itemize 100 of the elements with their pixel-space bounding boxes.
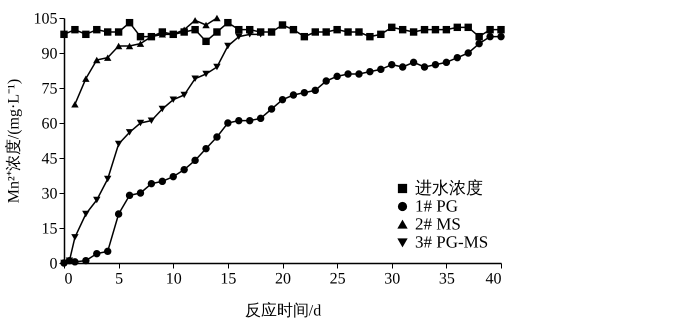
y-axis-title: Mn²⁺浓度/(mg·L⁻¹) (4, 78, 22, 204)
point (136, 32, 144, 40)
point (148, 117, 156, 124)
point (202, 70, 210, 78)
point (104, 176, 112, 182)
point (366, 68, 374, 76)
point (333, 26, 341, 34)
point (300, 88, 308, 96)
point (180, 166, 188, 174)
x-tick-label: 5 (115, 270, 124, 288)
point (268, 105, 276, 113)
point (377, 30, 385, 38)
point (148, 180, 156, 188)
point (82, 30, 90, 38)
point (158, 28, 166, 36)
point (180, 92, 188, 98)
y-tick-label: 105 (34, 10, 58, 28)
point (432, 26, 440, 34)
point (93, 56, 100, 64)
point (191, 17, 199, 24)
point (312, 28, 319, 36)
point (191, 75, 199, 82)
legend-label: 2# MS (415, 214, 461, 234)
x-axis-title: 反应时间/d (244, 302, 322, 320)
point (235, 33, 243, 40)
point (322, 77, 330, 85)
point (82, 256, 90, 264)
y-tick-label: 90 (42, 46, 58, 62)
point (136, 40, 144, 47)
point (224, 119, 232, 127)
y-tick-label: 15 (42, 220, 58, 238)
point (398, 63, 406, 71)
point (235, 26, 243, 34)
point (170, 172, 177, 180)
point (71, 26, 79, 34)
point (388, 24, 396, 32)
point (497, 32, 505, 40)
point (93, 196, 100, 204)
point (486, 32, 494, 40)
point (486, 26, 494, 34)
point (497, 26, 505, 34)
point (158, 106, 166, 112)
point (82, 75, 90, 82)
x-tick-label: 15 (220, 270, 236, 288)
point (388, 60, 396, 68)
point (246, 31, 254, 38)
point (475, 40, 483, 48)
point (202, 38, 210, 46)
point (464, 24, 472, 32)
point (464, 49, 472, 57)
point (377, 66, 385, 74)
point (300, 32, 308, 40)
y-tick-label: 60 (42, 116, 58, 132)
point (202, 22, 210, 28)
point (104, 248, 112, 256)
y-tick-label: 45 (42, 150, 58, 168)
point (213, 14, 221, 22)
point (180, 28, 188, 36)
point (420, 26, 428, 34)
point (333, 72, 341, 80)
point (114, 42, 122, 50)
point (126, 192, 134, 200)
point (82, 210, 90, 218)
x-tick-label: 30 (384, 270, 400, 288)
point (322, 28, 330, 36)
point (136, 120, 144, 126)
point (278, 96, 286, 104)
point (246, 116, 254, 124)
x-tick-label: 20 (275, 270, 291, 288)
point (158, 178, 166, 186)
point (454, 54, 462, 62)
point (442, 26, 450, 34)
point (344, 70, 352, 78)
point (290, 91, 298, 99)
point (213, 133, 221, 141)
point (224, 18, 232, 26)
legend-label: 1# PG (415, 196, 458, 216)
point (93, 26, 100, 34)
point (191, 156, 199, 164)
point (366, 32, 374, 40)
point (126, 129, 134, 136)
point (256, 114, 264, 122)
point (420, 63, 428, 71)
point (432, 60, 440, 68)
point (454, 24, 462, 32)
point (355, 70, 363, 78)
point (60, 30, 68, 38)
point (475, 32, 483, 40)
point (114, 140, 122, 148)
point (312, 86, 319, 94)
point (398, 26, 406, 34)
legend-label: 3# PG-MS (415, 232, 488, 252)
point (126, 42, 134, 50)
point (71, 258, 79, 266)
point (104, 54, 112, 61)
point (191, 26, 199, 34)
x-tick-label: 35 (438, 270, 455, 288)
y-tick-label: 0 (50, 256, 58, 272)
point (71, 101, 79, 108)
point (126, 18, 134, 26)
